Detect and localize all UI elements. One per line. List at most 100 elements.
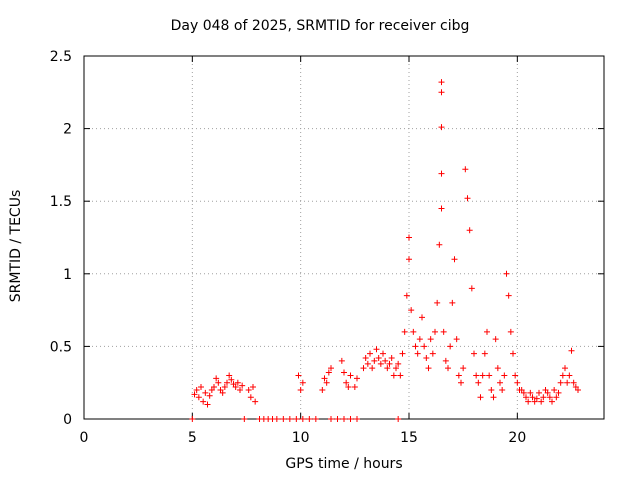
data-point — [193, 386, 200, 393]
data-point — [250, 384, 256, 391]
data-point — [198, 384, 204, 391]
data-point — [564, 379, 571, 386]
data-point — [464, 195, 471, 202]
x-tick-label: 0 — [80, 430, 89, 446]
data-point — [206, 392, 213, 399]
data-point — [286, 416, 293, 422]
data-point — [221, 384, 228, 391]
data-point — [414, 350, 421, 357]
data-point — [423, 355, 430, 362]
data-point — [549, 398, 555, 405]
data-point — [523, 394, 529, 401]
data-point — [299, 416, 306, 422]
data-point — [486, 372, 493, 379]
data-point — [200, 398, 207, 405]
data-point — [440, 328, 447, 335]
data-point — [484, 328, 490, 335]
data-point — [241, 416, 248, 422]
data-point — [438, 124, 445, 131]
data-point — [525, 398, 532, 405]
data-point — [551, 386, 558, 393]
data-point — [380, 350, 386, 357]
data-point — [338, 357, 345, 364]
data-point — [419, 314, 425, 321]
data-point — [449, 299, 456, 306]
data-point — [401, 328, 408, 335]
data-point — [343, 379, 350, 386]
y-tick-label: 2 — [63, 122, 72, 138]
data-point — [512, 372, 519, 379]
data-point — [191, 391, 198, 398]
data-point — [237, 386, 243, 393]
data-point — [473, 372, 480, 379]
data-point — [447, 343, 454, 350]
data-point — [438, 79, 445, 86]
data-point — [211, 384, 217, 391]
data-point — [538, 398, 545, 405]
x-tick-label: 20 — [508, 430, 526, 446]
data-point — [360, 365, 367, 372]
data-point — [219, 389, 226, 396]
data-point — [494, 365, 501, 372]
data-point — [514, 379, 521, 386]
data-point — [462, 166, 469, 173]
data-point — [228, 376, 235, 383]
data-point — [499, 386, 506, 393]
data-point — [540, 394, 547, 401]
data-point — [497, 379, 503, 386]
data-point — [436, 241, 443, 248]
data-point — [293, 416, 300, 422]
data-point — [399, 350, 406, 357]
data-point — [371, 357, 378, 364]
data-point — [438, 170, 445, 177]
data-point — [382, 357, 389, 364]
data-point — [295, 372, 302, 379]
data-point — [559, 372, 566, 379]
data-point — [445, 365, 451, 372]
y-tick-label: 1.5 — [50, 194, 72, 210]
data-point — [247, 394, 254, 401]
data-point — [575, 386, 581, 393]
data-point — [468, 285, 475, 292]
data-point — [373, 346, 380, 353]
data-point — [224, 379, 230, 386]
data-point — [553, 394, 560, 401]
data-point — [520, 389, 527, 396]
data-point — [434, 299, 441, 306]
data-point — [328, 416, 334, 422]
data-point — [347, 372, 354, 379]
data-point — [429, 350, 436, 357]
data-point — [536, 389, 542, 396]
y-axis-label: SRMTID / TECUs — [8, 189, 24, 303]
y-tick-label: 0.5 — [50, 339, 72, 355]
data-point — [458, 379, 464, 386]
data-point — [488, 386, 495, 393]
data-point — [273, 416, 280, 422]
data-point — [416, 336, 423, 343]
y-tick-label: 1 — [63, 267, 72, 283]
data-point — [351, 384, 358, 391]
data-point — [341, 369, 347, 376]
data-point — [323, 379, 330, 386]
data-point — [215, 379, 222, 386]
data-point — [375, 355, 382, 362]
data-point — [453, 336, 460, 343]
data-point — [213, 375, 220, 382]
data-point — [481, 350, 488, 357]
x-tick-label: 15 — [400, 430, 418, 446]
data-point — [529, 394, 536, 401]
data-point — [546, 394, 553, 401]
data-point — [319, 386, 326, 393]
x-tick-label: 5 — [188, 430, 197, 446]
data-point — [421, 343, 428, 350]
data-point — [438, 89, 445, 96]
data-point — [334, 416, 341, 422]
data-point — [345, 384, 352, 391]
data-point — [533, 395, 540, 402]
data-point — [475, 379, 482, 386]
data-point — [306, 416, 313, 422]
data-point — [442, 357, 449, 364]
data-point — [312, 416, 319, 422]
data-point — [466, 227, 473, 234]
data-point — [562, 365, 568, 372]
